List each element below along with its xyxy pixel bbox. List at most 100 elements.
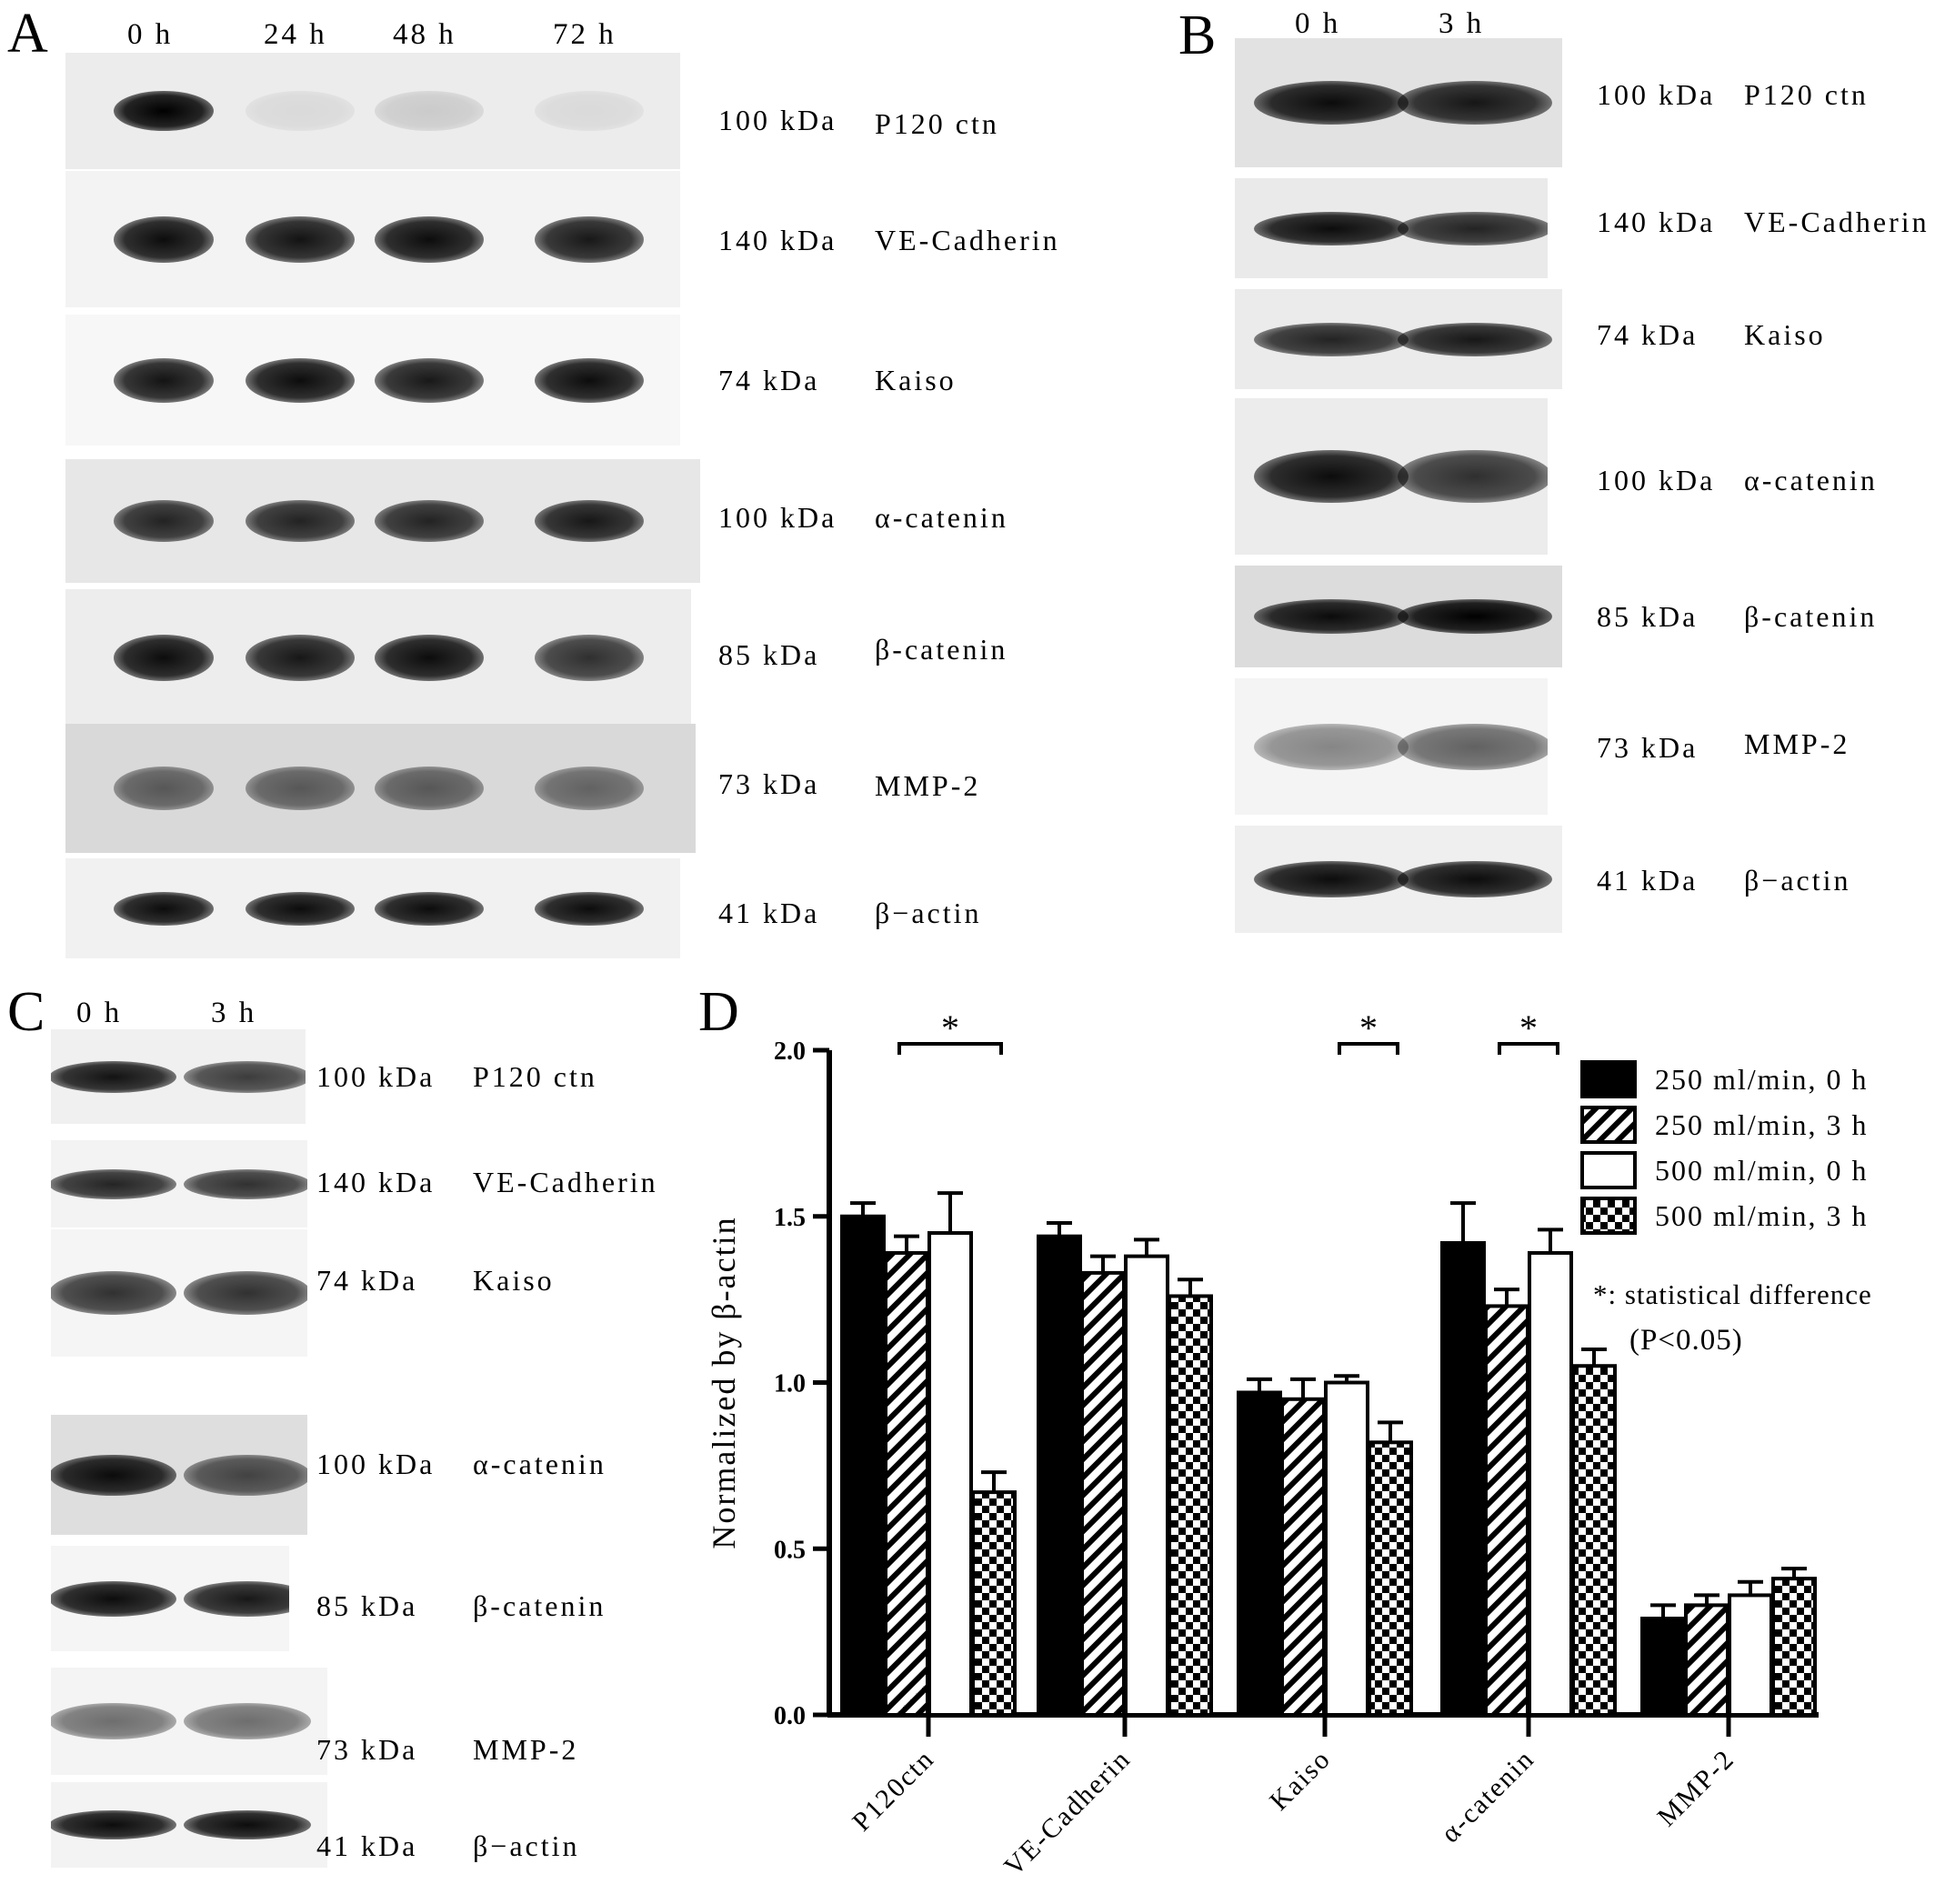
- legend-swatch: [1580, 1151, 1637, 1189]
- bar: [884, 1250, 929, 1717]
- protein-band: [1398, 450, 1548, 503]
- panel-letter: A: [7, 3, 48, 65]
- blot-strip: [65, 858, 680, 958]
- blot-strip: [1235, 566, 1562, 667]
- protein-label: β−actin: [1744, 864, 1851, 897]
- protein-label: β-catenin: [875, 633, 1008, 666]
- protein-band: [114, 892, 214, 926]
- protein-label: MMP-2: [875, 769, 981, 802]
- protein-band: [51, 1455, 176, 1496]
- kda-label: 85 kDa: [316, 1589, 418, 1622]
- x-tick-label: MMP-2: [1651, 1744, 1740, 1833]
- x-tick-label: VE-Cadherin: [998, 1744, 1137, 1882]
- significance-star: *: [941, 1007, 959, 1048]
- bar: [840, 1214, 886, 1717]
- protein-band: [246, 635, 355, 681]
- bar: [1440, 1240, 1486, 1717]
- protein-label: β-catenin: [1744, 600, 1878, 633]
- bar: [1037, 1234, 1082, 1718]
- x-tick-label: α-catenin: [1435, 1744, 1539, 1849]
- protein-band: [114, 216, 214, 263]
- protein-band: [246, 216, 355, 263]
- protein-band: [535, 635, 644, 681]
- legend-swatch: [1580, 1106, 1637, 1144]
- protein-band: [114, 635, 214, 681]
- lane-label: 3 h: [1439, 7, 1485, 40]
- y-tick-label: 2.0: [774, 1037, 806, 1066]
- blot-strip: [65, 53, 680, 169]
- protein-band: [51, 1703, 176, 1739]
- protein-band: [375, 358, 484, 403]
- legend-swatch: [1580, 1197, 1637, 1235]
- protein-band: [375, 500, 484, 542]
- protein-band: [535, 91, 644, 131]
- protein-label: Kaiso: [875, 364, 957, 396]
- protein-band: [1398, 861, 1552, 897]
- blot-strip: [1235, 826, 1562, 933]
- protein-label: P120 ctn: [473, 1060, 597, 1093]
- protein-band: [114, 500, 214, 542]
- protein-band: [51, 1810, 176, 1839]
- legend-entry: 250 ml/min, 3 h: [1655, 1108, 1868, 1141]
- protein-band: [535, 767, 644, 810]
- legend-note: (P<0.05): [1629, 1324, 1743, 1357]
- blot-strip: [65, 459, 700, 583]
- protein-band: [51, 1271, 176, 1315]
- bar: [971, 1490, 1017, 1717]
- lane-label: 48 h: [393, 18, 456, 51]
- protein-band: [51, 1061, 176, 1093]
- blot-strip: [1235, 678, 1548, 815]
- kda-label: 140 kDa: [718, 224, 837, 256]
- protein-label: P120 ctn: [1744, 78, 1869, 111]
- lane-label: 0 h: [76, 997, 123, 1029]
- y-tick-label: 0.0: [774, 1702, 806, 1730]
- bar: [1771, 1577, 1817, 1718]
- protein-label: MMP-2: [473, 1733, 579, 1766]
- protein-band: [535, 358, 644, 403]
- protein-band: [246, 767, 355, 810]
- protein-band: [184, 1455, 307, 1496]
- x-tick-label: Kaiso: [1264, 1744, 1337, 1817]
- protein-label: α-catenin: [1744, 464, 1878, 496]
- protein-band: [375, 216, 484, 263]
- protein-band: [1398, 599, 1552, 634]
- protein-label: α-catenin: [875, 501, 1008, 534]
- kda-label: 73 kDa: [316, 1733, 418, 1766]
- bar: [1080, 1270, 1126, 1717]
- protein-band: [246, 500, 355, 542]
- legend-note: *: statistical difference: [1593, 1278, 1872, 1310]
- protein-band: [1254, 861, 1409, 897]
- protein-band: [1398, 212, 1548, 246]
- protein-band: [184, 1703, 311, 1739]
- bar: [1324, 1380, 1369, 1717]
- protein-band: [1398, 323, 1552, 356]
- protein-band: [114, 358, 214, 403]
- protein-band: [375, 91, 484, 131]
- protein-band: [375, 767, 484, 810]
- lane-label: 3 h: [211, 997, 257, 1029]
- protein-band: [184, 1271, 307, 1315]
- protein-band: [246, 358, 355, 403]
- panel-letter: B: [1178, 5, 1217, 66]
- significance-bracket: [897, 1042, 1003, 1055]
- protein-band: [114, 91, 214, 131]
- protein-band: [1254, 81, 1409, 125]
- panel-letter: D: [698, 981, 739, 1043]
- bar: [1124, 1254, 1169, 1717]
- protein-band: [51, 1581, 176, 1617]
- y-tick-label: 0.5: [774, 1536, 806, 1564]
- kda-label: 74 kDa: [1597, 318, 1699, 351]
- kda-label: 73 kDa: [718, 767, 820, 800]
- kda-label: 73 kDa: [1597, 731, 1699, 764]
- bar: [1280, 1397, 1326, 1718]
- protein-band: [246, 91, 355, 131]
- blot-strip: [65, 724, 696, 853]
- blot-strip: [1235, 38, 1562, 167]
- protein-band: [1254, 724, 1409, 770]
- bar: [1571, 1364, 1617, 1717]
- kda-label: 100 kDa: [718, 501, 837, 534]
- legend-swatch: [1580, 1060, 1637, 1098]
- protein-label: α-catenin: [473, 1448, 607, 1480]
- y-tick-label: 1.0: [774, 1370, 806, 1398]
